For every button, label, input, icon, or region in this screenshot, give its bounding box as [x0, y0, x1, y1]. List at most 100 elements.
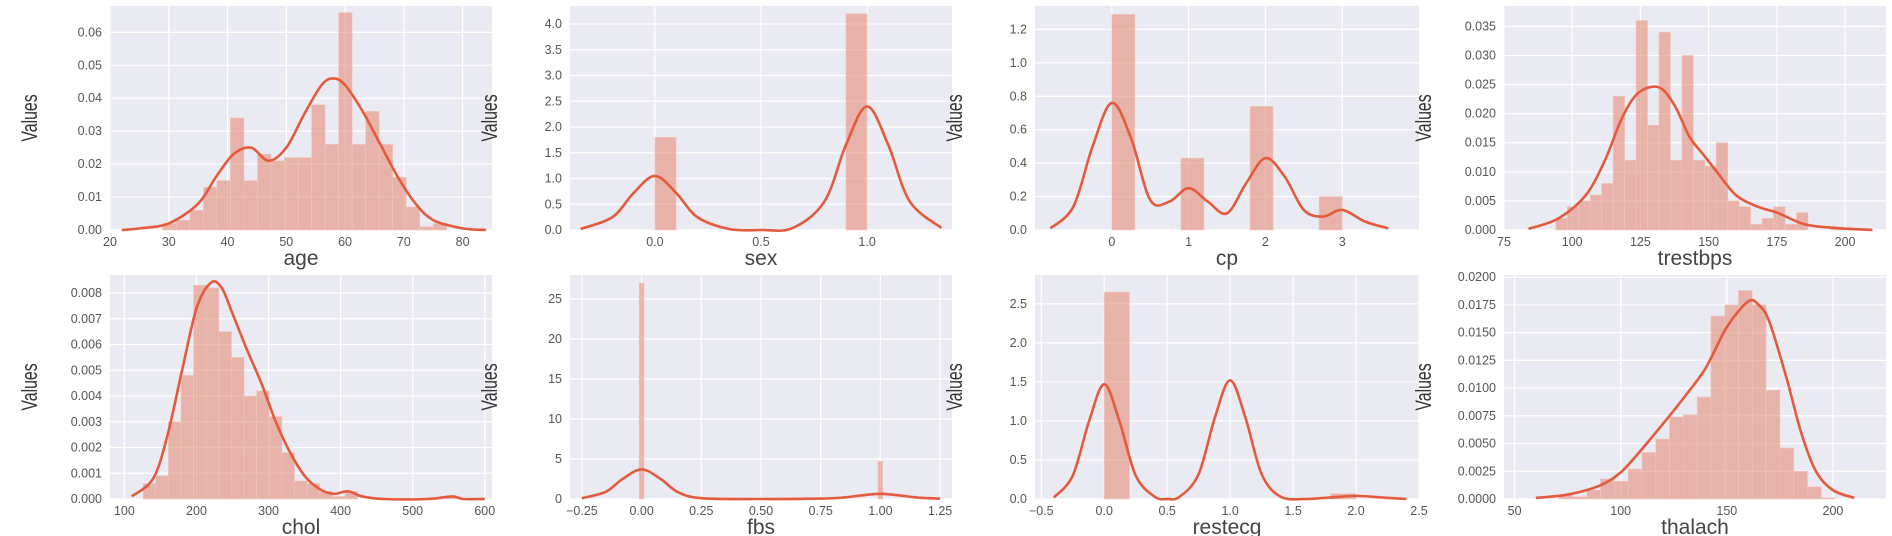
- y-tick-label: 1.5: [545, 146, 562, 160]
- y-tick-label: 0.06: [78, 25, 102, 39]
- x-tick-label: 0.0: [646, 235, 663, 249]
- y-tick-label: 0.000: [71, 492, 102, 506]
- histogram-bar: [1589, 194, 1602, 231]
- x-tick-label: 1: [1185, 235, 1192, 249]
- kde-curve: [581, 468, 941, 501]
- y-tick-label: 5: [555, 452, 562, 466]
- y-axis-label: Values: [1413, 363, 1437, 410]
- histogram-bar: [1773, 206, 1786, 231]
- y-tick-label: 0.0125: [1458, 353, 1496, 367]
- y-axis-label: Values: [944, 94, 968, 141]
- y-tick-label: 0.04: [78, 91, 102, 105]
- x-tick-label: 2.0: [1347, 504, 1364, 518]
- x-axis-label: restecg: [1193, 516, 1262, 536]
- x-tick-label: 0: [1108, 235, 1115, 249]
- y-tick-label: 0.0175: [1458, 298, 1496, 312]
- x-tick-label: 0.50: [749, 504, 773, 518]
- y-tick-label: 0.0100: [1458, 381, 1496, 395]
- y-tick-label: 0.4: [1010, 156, 1027, 170]
- y-tick-label: 0.5: [1010, 453, 1027, 467]
- y-tick-label: 0.0: [1010, 492, 1027, 506]
- y-tick-label: 0.030: [1465, 48, 1496, 62]
- kde-curve: [1052, 379, 1407, 501]
- y-axis-label: Values: [1413, 94, 1437, 141]
- subplot-chol: 0.000 0.001 0.002 0.003 0.004 0.005 0.006 0.007…: [19, 275, 495, 536]
- kde-curve: [580, 105, 943, 233]
- y-tick-label: 25: [548, 292, 562, 306]
- y-tick-label: 0.005: [71, 363, 102, 377]
- x-tick-label: 2: [1262, 235, 1269, 249]
- histogram-bar: [1724, 304, 1739, 500]
- y-tick-label: 0.0050: [1458, 437, 1496, 451]
- x-tick-label: 1.5: [1284, 504, 1301, 518]
- histogram-bar: [1670, 159, 1683, 231]
- histogram-bar: [1738, 206, 1751, 231]
- x-tick-label: 0.5: [1159, 504, 1176, 518]
- histogram-bar: [193, 284, 207, 500]
- x-tick-label: 200: [186, 504, 207, 518]
- histogram-bar: [1624, 159, 1637, 231]
- y-tick-label: 0.8: [1010, 89, 1027, 103]
- y-tick-label: 1.0: [545, 172, 562, 186]
- histogram-bar: [230, 117, 245, 231]
- subplot-fbs: 0 5 10 15 20 25 −0.25 0.00 0.25 0.50 0.75 1.00 1.25 f…: [479, 275, 952, 536]
- x-tick-label: 1.0: [1221, 504, 1238, 518]
- y-tick-label: 0.0200: [1458, 270, 1496, 284]
- x-axis-label: age: [283, 247, 318, 270]
- y-axis-label: Values: [19, 363, 43, 410]
- x-tick-label: 40: [221, 235, 235, 249]
- x-tick-label: 150: [1716, 504, 1737, 518]
- histogram-bar: [294, 480, 308, 500]
- y-tick-label: 3.0: [545, 69, 562, 83]
- histogram-bar: [1779, 447, 1794, 500]
- y-tick-label: 0.5: [545, 197, 562, 211]
- x-tick-label: 125: [1630, 235, 1651, 249]
- y-tick-label: 0.02: [78, 157, 102, 171]
- kde-curve: [130, 280, 485, 501]
- y-tick-label: 0.0150: [1458, 326, 1496, 340]
- histogram-bar: [1681, 55, 1694, 231]
- histogram-bar: [1249, 105, 1274, 231]
- x-tick-label: 100: [114, 504, 135, 518]
- histogram-bar: [1715, 142, 1729, 231]
- subplot-cp: 0.0 0.2 0.4 0.6 0.8 1.0 1.2 0 1 2 3 cp Values: [944, 6, 1419, 270]
- histogram-bar: [205, 287, 220, 500]
- y-tick-label: 0.01: [78, 190, 102, 204]
- y-axis-label: Values: [944, 363, 968, 410]
- y-tick-label: 0: [555, 492, 562, 506]
- kde-curve: [121, 77, 487, 232]
- y-tick-label: 0.03: [78, 124, 102, 138]
- y-axis-label: Values: [479, 363, 503, 410]
- histogram-bar: [1693, 159, 1706, 231]
- histogram-bar: [1655, 438, 1670, 500]
- x-axis-label: trestbps: [1658, 247, 1733, 270]
- plot-area: [110, 275, 492, 499]
- y-tick-label: 0.0: [545, 223, 562, 237]
- x-tick-label: 1.0: [858, 235, 875, 249]
- histogram-bar: [1683, 414, 1698, 500]
- y-tick-label: 2.0: [1010, 336, 1027, 350]
- y-tick-label: 0.0075: [1458, 409, 1496, 423]
- y-tick-label: 0.6: [1010, 123, 1027, 137]
- histogram-bar: [1635, 20, 1648, 231]
- y-tick-label: 10: [548, 412, 562, 426]
- x-tick-label: −0.5: [1029, 504, 1054, 518]
- x-tick-label: 70: [397, 235, 411, 249]
- x-tick-label: 50: [279, 235, 293, 249]
- histogram-bar: [270, 160, 285, 231]
- y-tick-label: 4.0: [545, 17, 562, 31]
- subplot-restecg: 0.00.51.01.52.02.5−0.5 0.0 0.5 1.0 1.5 2.0 2.5…: [944, 275, 1428, 536]
- x-tick-label: 2.5: [1410, 504, 1427, 518]
- histogram-bar: [1111, 14, 1136, 231]
- histogram-bar: [1750, 223, 1763, 231]
- plot-area: [1035, 6, 1419, 230]
- histogram-bar: [243, 180, 258, 231]
- histogram-bar: [1614, 480, 1629, 500]
- histogram-bar: [231, 357, 245, 500]
- histogram-bar: [332, 496, 346, 500]
- y-tick-label: 0.0025: [1458, 464, 1496, 478]
- histogram-bar: [1601, 183, 1614, 231]
- y-tick-label: 3.5: [545, 43, 562, 57]
- subplot-sex: 0.0 0.5 1.0 1.5 2.0 2.5 3.0 3.5 4.0 0.0 0.5 1.0 sex V…: [479, 6, 952, 270]
- histogram-bar: [1572, 496, 1588, 500]
